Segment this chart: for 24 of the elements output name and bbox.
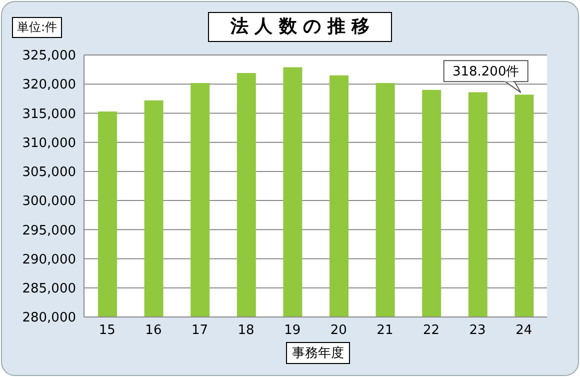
- text: 単位:件: [12, 17, 62, 38]
- x-tick-label: 17: [191, 323, 208, 338]
- chart-title: 法 人 数 の 推 移: [208, 12, 392, 42]
- x-tick-label: 24: [516, 323, 532, 338]
- y-tick-label: 295,000: [22, 223, 76, 238]
- x-tick-label: 22: [422, 323, 440, 338]
- y-tick-label: 325,000: [22, 48, 76, 64]
- y-tick-label: 320,000: [22, 78, 76, 93]
- x-tick-label: 23: [469, 323, 486, 338]
- x-tick-label: 15: [98, 323, 116, 338]
- x-tick-label: 19: [284, 323, 301, 338]
- x-axis-title: 事務年度: [286, 342, 350, 364]
- y-tick-label: 305,000: [22, 165, 76, 180]
- x-tick-label: 18: [238, 323, 254, 338]
- y-tick-label: 310,000: [22, 136, 76, 151]
- y-tick-label: 285,000: [22, 282, 76, 297]
- y-tick-label: 280,000: [22, 310, 76, 326]
- y-tick-label: 300,000: [22, 194, 76, 210]
- x-tick-label: 21: [376, 323, 394, 338]
- y-tick-label: 315,000: [22, 106, 76, 122]
- annotation: 318.200件: [452, 64, 520, 80]
- x-tick-label: 16: [145, 323, 162, 338]
- x-tick-label: 20: [330, 323, 347, 338]
- y-tick-label: 290,000: [22, 252, 76, 268]
